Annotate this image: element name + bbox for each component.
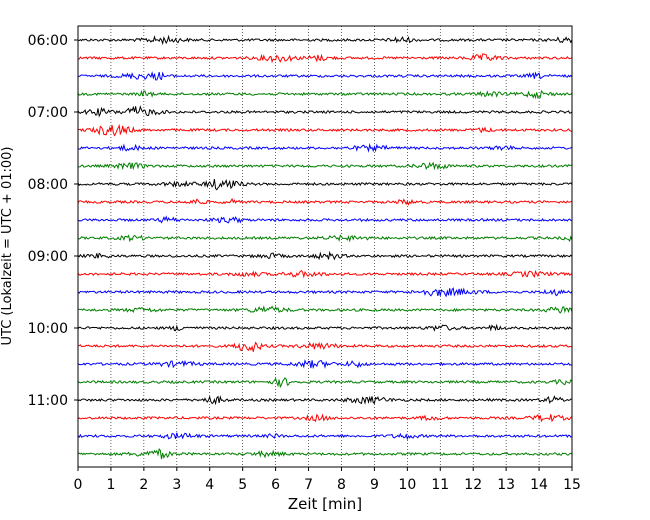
y-axis-ticks: 06:00 07:00 08:00 09:00 10:00 11:00 xyxy=(28,33,78,409)
trace-0645 xyxy=(77,89,573,100)
trace-1115 xyxy=(77,413,573,423)
trace-1145 xyxy=(77,447,573,460)
x-tick-label-10: 10 xyxy=(398,477,416,493)
y-tick-label-0800: 08:00 xyxy=(28,177,68,193)
trace-0615 xyxy=(78,53,573,64)
trace-0915 xyxy=(77,269,573,279)
x-tick-label-3: 3 xyxy=(172,477,181,493)
x-tick-label-0: 0 xyxy=(74,477,83,493)
x-tick-label-1: 1 xyxy=(106,477,115,493)
x-tick-label-12: 12 xyxy=(464,477,482,493)
x-tick-label-11: 11 xyxy=(431,477,449,493)
seismic-traces xyxy=(77,34,573,460)
x-tick-label-4: 4 xyxy=(205,477,214,493)
x-tick-label-15: 15 xyxy=(563,477,581,493)
x-tick-label-5: 5 xyxy=(238,477,247,493)
trace-0900 xyxy=(77,250,573,261)
x-axis-ticks: 0 1 2 3 4 5 6 7 8 9 10 11 12 13 14 15 xyxy=(74,467,581,493)
y-tick-label-0900: 09:00 xyxy=(28,249,68,265)
x-axis-label: Zeit [min] xyxy=(288,495,362,513)
trace-0630 xyxy=(77,71,573,81)
x-tick-label-8: 8 xyxy=(337,477,346,493)
y-tick-label-0700: 07:00 xyxy=(28,105,68,121)
trace-0815 xyxy=(77,197,573,206)
trace-1030 xyxy=(77,359,573,370)
plot-frame xyxy=(77,25,573,468)
y-axis-label: UTC (Lokalzeit = UTC + 01:00) xyxy=(0,147,15,346)
trace-1100 xyxy=(77,395,573,406)
trace-0730 xyxy=(77,143,573,153)
trace-1015 xyxy=(77,341,573,352)
y-tick-label-0600: 06:00 xyxy=(28,33,68,49)
trace-1130 xyxy=(77,432,573,441)
trace-0930 xyxy=(77,287,573,298)
trace-0800 xyxy=(77,179,573,191)
x-tick-label-13: 13 xyxy=(497,477,515,493)
trace-0745 xyxy=(77,161,573,171)
trace-0945 xyxy=(77,305,573,314)
x-tick-label-7: 7 xyxy=(304,477,313,493)
trace-0600 xyxy=(77,34,573,46)
trace-0715 xyxy=(77,123,573,137)
x-tick-label-6: 6 xyxy=(271,477,280,493)
x-tick-label-2: 2 xyxy=(139,477,148,493)
x-tick-label-9: 9 xyxy=(370,477,379,493)
y-tick-label-1100: 11:00 xyxy=(28,393,68,409)
x-tick-label-14: 14 xyxy=(530,477,548,493)
y-tick-label-1000: 10:00 xyxy=(28,321,68,337)
trace-1045 xyxy=(77,377,573,389)
trace-1000 xyxy=(77,323,573,332)
trace-0845 xyxy=(77,234,573,243)
trace-0700 xyxy=(77,105,573,118)
trace-0830 xyxy=(77,215,573,224)
